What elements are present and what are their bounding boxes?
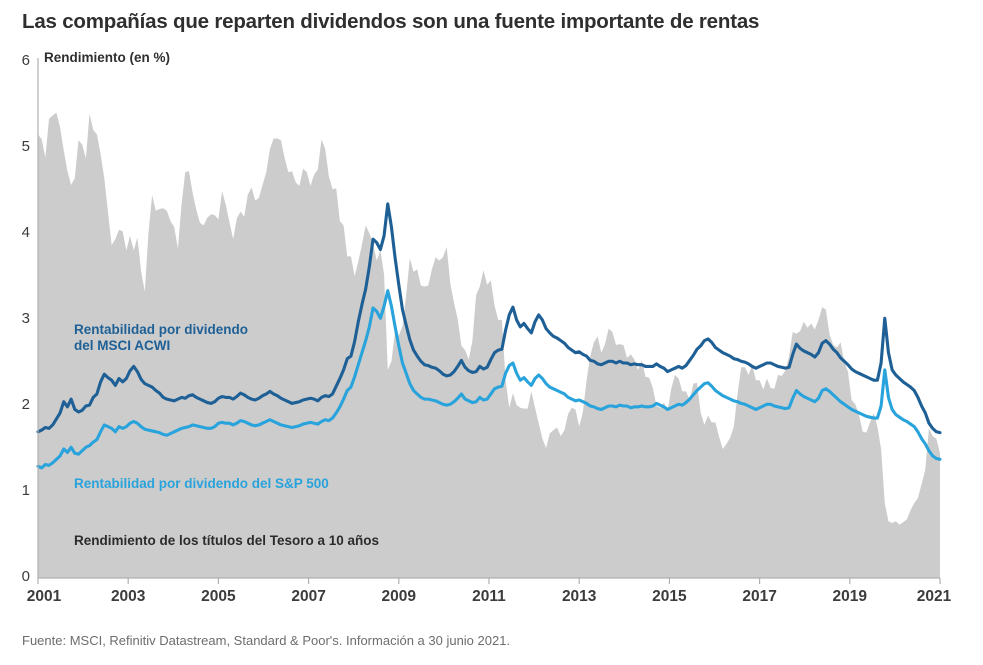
x-tick-2011: 2011 bbox=[472, 588, 506, 605]
series-area-treasury bbox=[38, 112, 940, 579]
series-label-treasury: Rendimiento de los títulos del Tesoro a … bbox=[74, 533, 380, 548]
x-tick-2009: 2009 bbox=[381, 588, 417, 605]
x-tick-2007: 2007 bbox=[291, 588, 326, 605]
x-tick-2013: 2013 bbox=[561, 588, 597, 605]
y-tick-6: 6 bbox=[21, 52, 30, 69]
y-tick-2: 2 bbox=[21, 396, 30, 413]
source-note: Fuente: MSCI, Refinitiv Datastream, Stan… bbox=[22, 633, 511, 648]
y-tick-4: 4 bbox=[21, 224, 30, 241]
y-tick-1: 1 bbox=[21, 482, 30, 499]
x-tick-2003: 2003 bbox=[110, 588, 146, 605]
x-tick-2021: 2021 bbox=[916, 588, 952, 605]
series-label-acwi: Rentabilidad por dividendo del MSCI ACWI bbox=[74, 322, 249, 354]
chart-plot-area bbox=[36, 58, 942, 584]
x-tick-2005: 2005 bbox=[201, 588, 236, 605]
series-label-spx: Rentabilidad por dividendo del S&P 500 bbox=[74, 476, 329, 491]
x-tick-2017: 2017 bbox=[742, 588, 777, 605]
x-tick-2015: 2015 bbox=[652, 588, 687, 605]
y-axis-title: Rendimiento (en %) bbox=[44, 50, 171, 65]
page-title: Las compañías que reparten dividendos so… bbox=[22, 10, 760, 33]
x-tick-2001: 2001 bbox=[26, 588, 62, 605]
y-tick-3: 3 bbox=[21, 310, 30, 327]
y-tick-5: 5 bbox=[21, 138, 30, 155]
y-tick-0: 0 bbox=[21, 568, 30, 585]
x-tick-2019: 2019 bbox=[832, 588, 868, 605]
series-line-acwi bbox=[36, 202, 942, 435]
series-line-spx bbox=[36, 289, 942, 470]
